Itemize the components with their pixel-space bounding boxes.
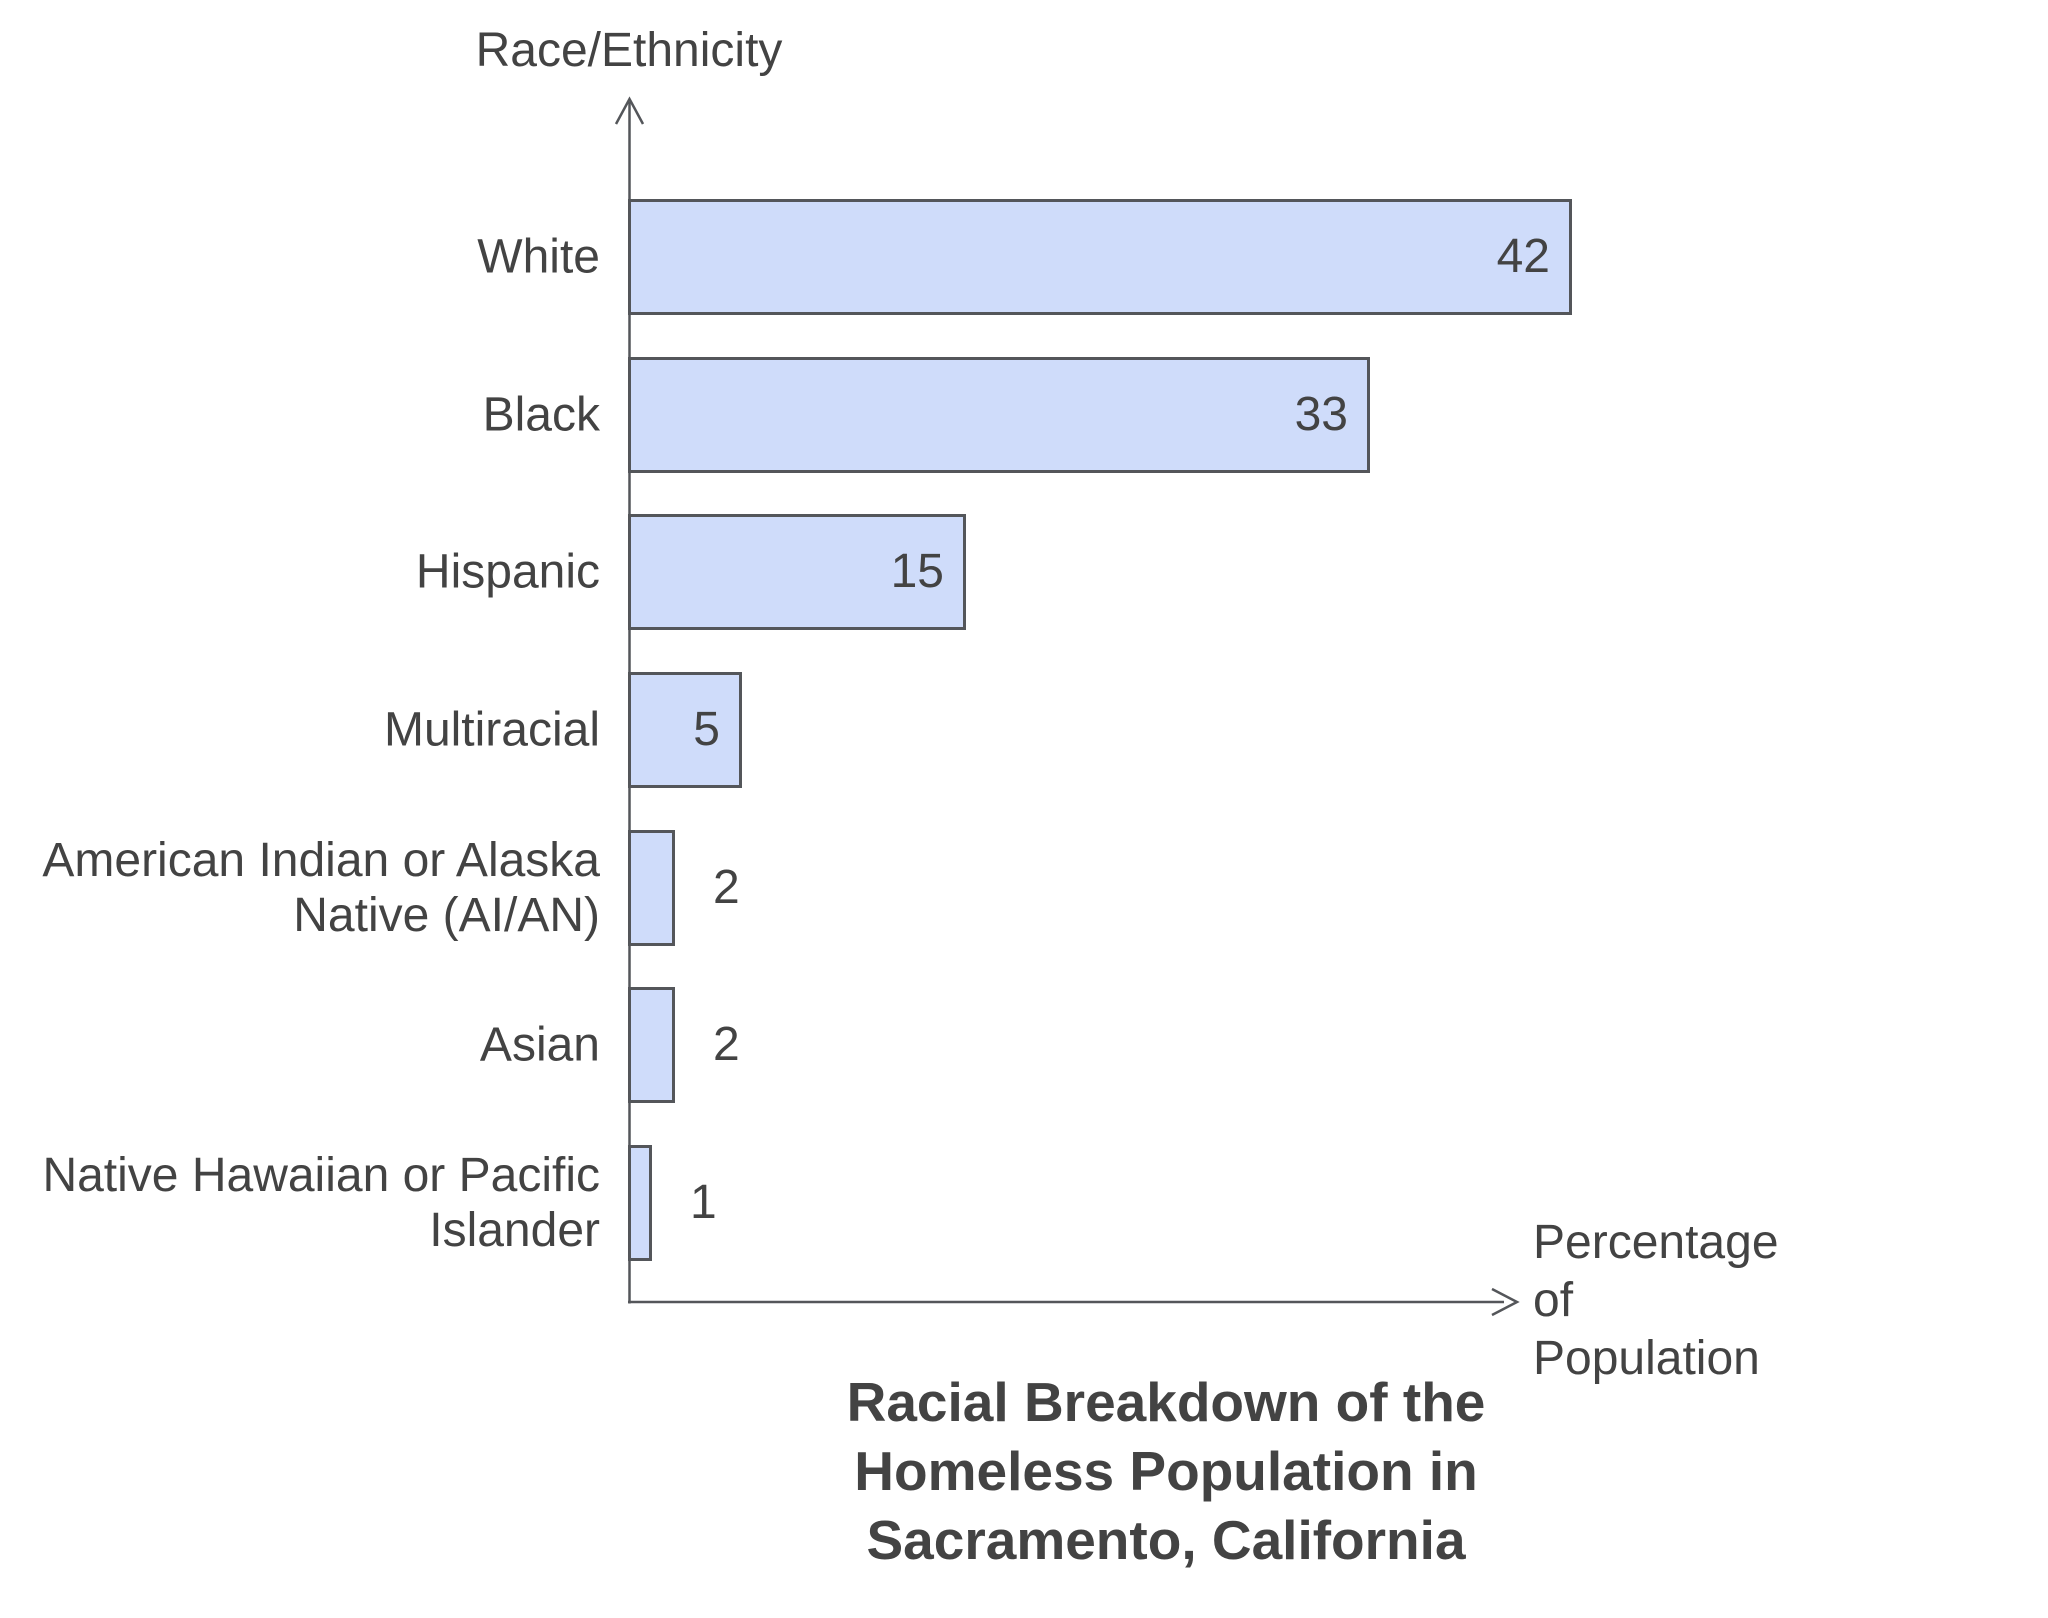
chart-title: Racial Breakdown of the Homeless Populat… <box>846 1371 1486 1571</box>
bar <box>628 672 742 788</box>
x-axis-arrowhead-icon <box>1491 1287 1520 1317</box>
value-label: 42 <box>1496 230 1550 283</box>
category-label: Black <box>482 388 600 442</box>
y-axis-arrowhead-icon <box>614 96 645 125</box>
bar <box>628 357 1370 473</box>
bar <box>628 1145 652 1261</box>
category-label: Native Hawaiian or Pacific Islander <box>42 1149 600 1257</box>
category-label: American Indian or Alaska Native (AI/AN) <box>42 834 600 942</box>
y-axis-title: Race/Ethnicity <box>475 24 783 77</box>
category-label: White <box>477 230 600 284</box>
value-label: 5 <box>693 703 720 756</box>
value-label: 2 <box>713 861 740 914</box>
value-label: 2 <box>713 1018 740 1071</box>
category-label: Asian <box>479 1018 600 1072</box>
bar <box>628 987 675 1103</box>
x-axis-title: Percentage of Population <box>1533 1216 1779 1385</box>
value-label: 1 <box>690 1176 717 1229</box>
bar <box>628 514 966 630</box>
bar <box>628 830 675 946</box>
value-label: 15 <box>890 545 944 598</box>
bar <box>628 199 1572 315</box>
category-label: Hispanic <box>415 545 600 599</box>
category-label: Multiracial <box>383 703 600 757</box>
value-label: 33 <box>1294 388 1348 441</box>
